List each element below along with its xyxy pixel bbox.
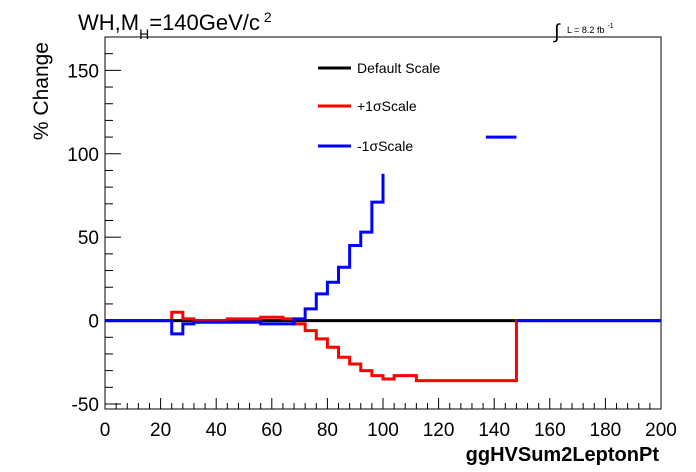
- y-axis-label: % Change: [30, 42, 53, 140]
- title-superscript: 2: [264, 9, 272, 25]
- y-tick-label: 100: [67, 145, 99, 166]
- x-tick-label: 100: [367, 420, 399, 441]
- legend-label: Default Scale: [357, 60, 440, 76]
- lumi-integral-sign: ∫: [553, 21, 561, 43]
- series-layer: [105, 135, 661, 383]
- y-tick-label: 0: [88, 312, 99, 333]
- title-subscript: H: [139, 26, 149, 42]
- legend-label: +1σScale: [357, 98, 417, 114]
- plot-frame: [104, 36, 662, 410]
- x-tick-label: 200: [645, 420, 677, 441]
- y-axis: -50 0 50 100 150: [67, 36, 121, 416]
- title-main: WH,M: [78, 10, 139, 35]
- legend-label: -1σScale: [357, 138, 413, 154]
- x-tick-label: 60: [261, 420, 282, 441]
- x-tick-label: 120: [423, 420, 455, 441]
- x-axis: 0 20 40 60 80 100 120 140 160 180 200: [100, 398, 677, 441]
- x-tick-label: 20: [150, 420, 171, 441]
- x-tick-label: 160: [534, 420, 566, 441]
- x-tick-label: 0: [100, 420, 111, 441]
- title-rest: =140GeV/c: [149, 10, 260, 35]
- chart-title: WH,MH=140GeV/c 2: [78, 9, 272, 42]
- y-tick-label: -50: [72, 395, 99, 416]
- x-axis-label: ggHVSum2LeptonPt: [466, 444, 660, 466]
- y-tick-label: 150: [67, 61, 99, 82]
- lumi-text: L = 8.2 fb: [567, 25, 604, 35]
- x-tick-label: 180: [590, 420, 622, 441]
- x-tick-label: 140: [478, 420, 510, 441]
- lumi-label: L = 8.2 fb -1: [567, 23, 614, 35]
- legend: Default Scale +1σScale -1σScale: [318, 60, 440, 154]
- series-2-line: [105, 173, 385, 336]
- x-tick-label: 80: [317, 420, 338, 441]
- y-tick-label: 50: [78, 228, 99, 249]
- series-1-line: [105, 310, 661, 383]
- lumi-superscript: -1: [607, 23, 613, 30]
- x-tick-label: 40: [206, 420, 227, 441]
